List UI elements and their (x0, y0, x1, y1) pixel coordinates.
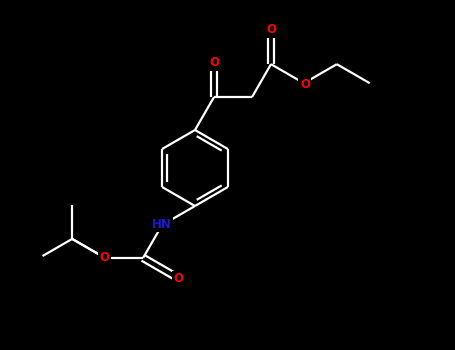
Text: O: O (173, 272, 183, 285)
Text: O: O (300, 78, 310, 91)
Text: O: O (266, 23, 276, 36)
Text: HN: HN (152, 217, 172, 231)
Text: O: O (209, 56, 219, 69)
Text: O: O (99, 251, 109, 264)
